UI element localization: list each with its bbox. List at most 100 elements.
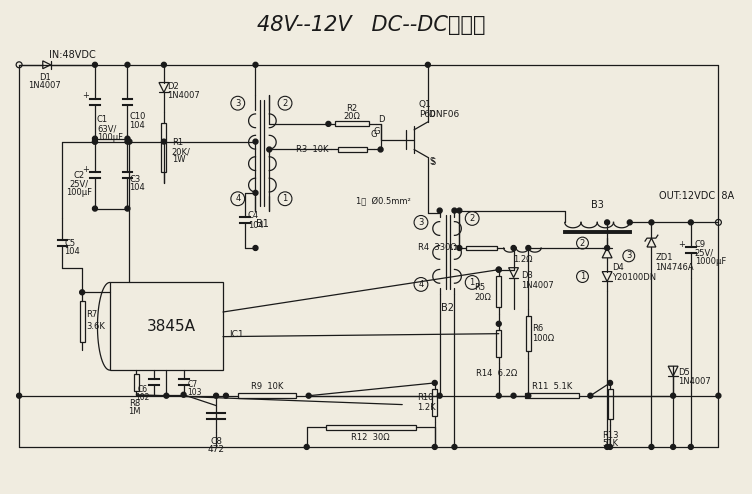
Text: 4: 4 [235, 194, 241, 203]
Text: R1: R1 [171, 138, 183, 147]
Circle shape [496, 267, 502, 272]
Circle shape [452, 445, 457, 450]
Circle shape [608, 445, 613, 450]
Text: D: D [378, 116, 385, 124]
Circle shape [526, 246, 531, 250]
Bar [110, 283, 223, 370]
Circle shape [162, 139, 166, 144]
Circle shape [457, 208, 462, 213]
Text: D: D [429, 110, 435, 119]
Circle shape [688, 220, 693, 225]
Text: 104: 104 [129, 183, 145, 192]
Text: 103: 103 [187, 388, 202, 397]
Text: 1.2K: 1.2K [417, 403, 435, 412]
Text: OUT:12VDC  8A: OUT:12VDC 8A [660, 191, 735, 201]
Bar [326, 425, 416, 430]
Text: 1W: 1W [171, 155, 185, 164]
Bar [496, 329, 502, 357]
Text: D3: D3 [521, 271, 533, 280]
Text: C5: C5 [65, 239, 75, 247]
Circle shape [92, 206, 98, 211]
Text: C2: C2 [74, 170, 85, 180]
Circle shape [511, 393, 516, 398]
Text: ZD1: ZD1 [656, 253, 673, 262]
Circle shape [378, 147, 383, 152]
Text: 1: 1 [580, 272, 585, 281]
Circle shape [306, 393, 311, 398]
Bar [466, 246, 497, 250]
Text: C8: C8 [210, 437, 222, 446]
Circle shape [125, 62, 130, 67]
Text: R2: R2 [347, 104, 358, 113]
Text: 104: 104 [65, 247, 80, 256]
Text: +: + [83, 165, 89, 174]
Text: G: G [370, 130, 377, 139]
Circle shape [457, 246, 462, 250]
Text: 1M: 1M [128, 407, 141, 416]
Text: 1N4007: 1N4007 [678, 377, 711, 386]
Text: 20Ω: 20Ω [344, 112, 360, 121]
Text: 100μF: 100μF [97, 133, 123, 142]
Circle shape [125, 136, 130, 141]
Circle shape [305, 445, 309, 450]
Circle shape [511, 246, 516, 250]
Text: C4: C4 [247, 211, 259, 220]
Circle shape [92, 136, 98, 141]
Circle shape [437, 208, 442, 213]
Text: IN:48VDC: IN:48VDC [49, 50, 96, 60]
Text: B3: B3 [591, 200, 604, 209]
Text: 2: 2 [469, 214, 475, 223]
Text: Y20100DN: Y20100DN [612, 273, 656, 282]
Circle shape [181, 392, 186, 397]
Text: +: + [83, 91, 89, 100]
Text: 100Ω: 100Ω [532, 334, 554, 343]
Bar [80, 301, 85, 342]
Circle shape [496, 393, 502, 398]
Circle shape [605, 246, 610, 250]
Text: 3: 3 [235, 99, 241, 108]
Bar [338, 147, 367, 152]
Circle shape [162, 62, 166, 67]
Text: 102: 102 [135, 393, 150, 402]
Circle shape [253, 62, 258, 67]
Text: 3: 3 [626, 251, 632, 260]
Circle shape [426, 62, 430, 67]
Circle shape [17, 393, 22, 398]
Circle shape [437, 393, 442, 398]
Circle shape [253, 190, 258, 195]
Text: 3845A: 3845A [147, 319, 196, 334]
Text: R8: R8 [129, 399, 140, 408]
Text: 1: 1 [283, 194, 288, 203]
Circle shape [92, 139, 98, 144]
Text: 4: 4 [418, 280, 423, 289]
Circle shape [80, 290, 85, 295]
Circle shape [671, 445, 675, 450]
Text: 1N4007: 1N4007 [521, 281, 554, 290]
Text: 63V/: 63V/ [97, 124, 117, 133]
Text: Q1: Q1 [419, 100, 432, 109]
Text: 2: 2 [283, 99, 288, 108]
Text: 20K/: 20K/ [171, 148, 191, 157]
Text: 1N4746A: 1N4746A [656, 263, 694, 272]
Circle shape [716, 393, 721, 398]
Text: R11  5.1K: R11 5.1K [532, 382, 572, 391]
Circle shape [452, 208, 457, 213]
Text: 100μF: 100μF [66, 188, 92, 197]
Circle shape [253, 139, 258, 144]
Circle shape [214, 393, 219, 398]
Text: 48V--12V   DC--DC转换器: 48V--12V DC--DC转换器 [257, 15, 486, 36]
Circle shape [605, 220, 610, 225]
Bar [134, 374, 139, 391]
Text: 20Ω: 20Ω [475, 293, 491, 302]
Text: R13: R13 [602, 431, 618, 440]
Circle shape [526, 393, 531, 398]
Circle shape [627, 220, 632, 225]
Text: P60NF06: P60NF06 [419, 110, 459, 119]
Text: D5: D5 [678, 368, 690, 376]
Circle shape [125, 139, 130, 144]
Circle shape [649, 220, 654, 225]
Text: IC1: IC1 [229, 329, 244, 339]
Text: 3.6K: 3.6K [86, 322, 105, 331]
Bar [162, 123, 166, 172]
Text: R6: R6 [532, 324, 544, 333]
